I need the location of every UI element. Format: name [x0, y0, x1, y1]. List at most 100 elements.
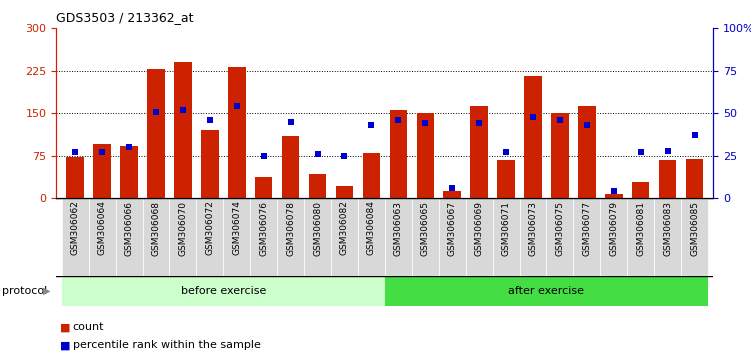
FancyBboxPatch shape	[439, 198, 466, 276]
Point	[150, 109, 162, 114]
Text: ■: ■	[60, 340, 71, 350]
Bar	[390, 110, 407, 198]
Text: percentile rank within the sample: percentile rank within the sample	[73, 340, 261, 350]
FancyBboxPatch shape	[466, 198, 493, 276]
Text: GSM306065: GSM306065	[421, 201, 430, 256]
Point	[339, 153, 351, 159]
Text: GSM306082: GSM306082	[340, 201, 349, 256]
Bar	[66, 158, 84, 198]
Bar	[255, 177, 273, 198]
Point	[581, 122, 593, 128]
Text: GSM306076: GSM306076	[259, 201, 268, 256]
Point	[69, 149, 81, 155]
Bar	[201, 130, 219, 198]
Text: GSM306078: GSM306078	[286, 201, 295, 256]
Point	[446, 185, 458, 191]
Text: ▶: ▶	[43, 286, 50, 296]
Bar	[93, 144, 111, 198]
Bar	[524, 76, 541, 198]
Bar	[470, 106, 488, 198]
Point	[392, 117, 404, 123]
FancyBboxPatch shape	[627, 198, 654, 276]
Point	[204, 117, 216, 123]
FancyBboxPatch shape	[62, 198, 89, 276]
Bar	[632, 182, 650, 198]
FancyBboxPatch shape	[574, 198, 600, 276]
Text: GSM306077: GSM306077	[582, 201, 591, 256]
FancyBboxPatch shape	[412, 198, 439, 276]
Bar	[120, 145, 137, 198]
Text: GSM306075: GSM306075	[556, 201, 565, 256]
FancyBboxPatch shape	[89, 198, 116, 276]
FancyBboxPatch shape	[304, 198, 331, 276]
Text: GSM306084: GSM306084	[367, 201, 376, 256]
Point	[689, 132, 701, 138]
Point	[662, 148, 674, 154]
Text: GSM306083: GSM306083	[663, 201, 672, 256]
Point	[473, 121, 485, 126]
Bar	[659, 160, 677, 198]
FancyBboxPatch shape	[116, 198, 143, 276]
Text: GSM306085: GSM306085	[690, 201, 699, 256]
FancyBboxPatch shape	[600, 198, 627, 276]
Text: GSM306068: GSM306068	[152, 201, 161, 256]
Text: GSM306073: GSM306073	[529, 201, 538, 256]
FancyBboxPatch shape	[654, 198, 681, 276]
Point	[366, 122, 378, 128]
Bar	[686, 159, 704, 198]
Text: GSM306063: GSM306063	[394, 201, 403, 256]
FancyBboxPatch shape	[196, 198, 223, 276]
Bar	[363, 153, 380, 198]
Bar	[228, 67, 246, 198]
FancyBboxPatch shape	[331, 198, 358, 276]
Bar	[578, 106, 596, 198]
Text: count: count	[73, 322, 104, 332]
Bar	[605, 194, 623, 198]
Point	[96, 149, 108, 155]
Bar	[497, 160, 515, 198]
Point	[123, 144, 135, 150]
FancyBboxPatch shape	[358, 198, 385, 276]
FancyBboxPatch shape	[520, 198, 547, 276]
Point	[635, 149, 647, 155]
Text: protocol: protocol	[2, 286, 47, 296]
Bar	[336, 186, 353, 198]
FancyBboxPatch shape	[385, 276, 708, 306]
Text: GSM306070: GSM306070	[179, 201, 188, 256]
FancyBboxPatch shape	[385, 198, 412, 276]
Text: GSM306079: GSM306079	[609, 201, 618, 256]
FancyBboxPatch shape	[143, 198, 170, 276]
FancyBboxPatch shape	[681, 198, 708, 276]
FancyBboxPatch shape	[62, 276, 385, 306]
Text: GSM306074: GSM306074	[232, 201, 241, 256]
Text: GSM306080: GSM306080	[313, 201, 322, 256]
Point	[231, 104, 243, 109]
Point	[177, 107, 189, 113]
FancyBboxPatch shape	[250, 198, 277, 276]
Text: GSM306067: GSM306067	[448, 201, 457, 256]
Text: GSM306066: GSM306066	[125, 201, 134, 256]
Point	[312, 151, 324, 157]
Text: GSM306064: GSM306064	[98, 201, 107, 256]
Point	[500, 149, 512, 155]
Text: GSM306081: GSM306081	[636, 201, 645, 256]
Bar	[551, 113, 569, 198]
FancyBboxPatch shape	[493, 198, 520, 276]
Point	[285, 119, 297, 125]
Text: GSM306071: GSM306071	[502, 201, 511, 256]
FancyBboxPatch shape	[170, 198, 196, 276]
Bar	[174, 62, 192, 198]
Text: GSM306062: GSM306062	[71, 201, 80, 256]
Point	[554, 117, 566, 123]
Bar	[443, 192, 461, 198]
Text: GDS3503 / 213362_at: GDS3503 / 213362_at	[56, 11, 194, 24]
FancyBboxPatch shape	[547, 198, 574, 276]
Point	[419, 121, 431, 126]
Bar	[417, 113, 434, 198]
FancyBboxPatch shape	[223, 198, 250, 276]
Text: before exercise: before exercise	[180, 286, 266, 296]
Text: after exercise: after exercise	[508, 286, 584, 296]
Bar	[147, 69, 164, 198]
Bar	[282, 136, 300, 198]
Point	[608, 189, 620, 194]
